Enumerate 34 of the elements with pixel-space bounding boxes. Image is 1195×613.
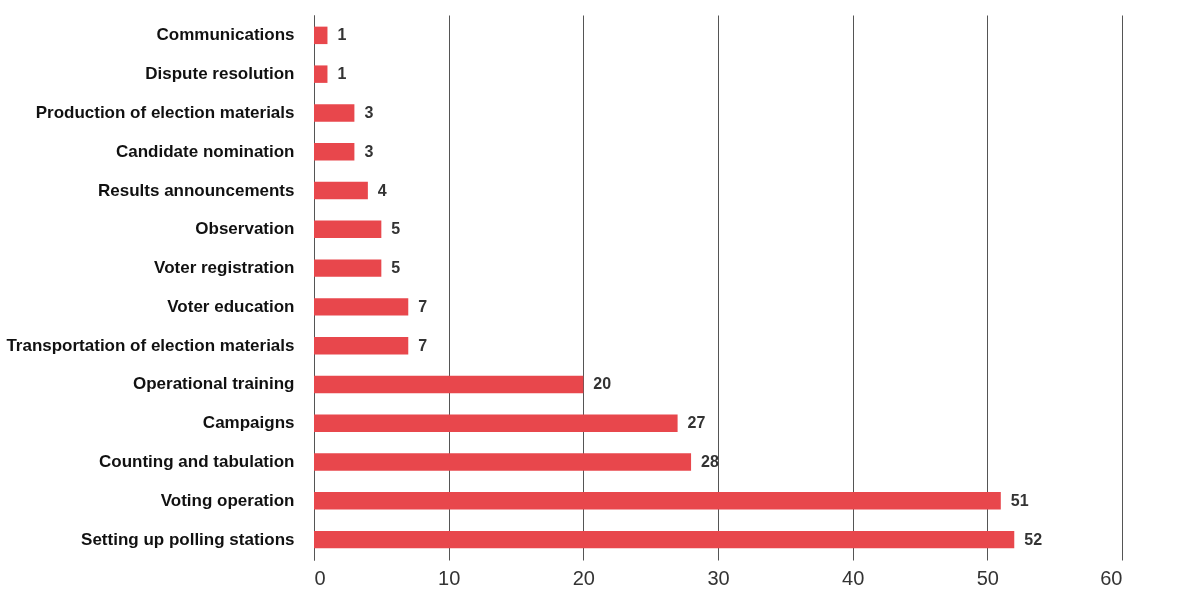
data-label: 5 xyxy=(391,220,401,238)
x-tick-label: 0 xyxy=(314,566,326,589)
y-tick-label: Dispute resolution xyxy=(145,64,295,84)
y-tick-label: Voter registration xyxy=(154,258,295,278)
y-tick-label: Voting operation xyxy=(160,490,295,510)
x-tick-label: 60 xyxy=(1100,566,1123,589)
data-label: 20 xyxy=(593,375,612,393)
x-tick-label: 30 xyxy=(707,566,730,589)
y-tick-label: Production of election materials xyxy=(35,102,295,122)
y-tick-label: Transportation of election materials xyxy=(6,335,295,355)
data-label: 3 xyxy=(364,103,374,121)
y-tick-label: Results announcements xyxy=(98,180,295,200)
x-tick-label: 40 xyxy=(842,566,865,589)
y-tick-label: Voter education xyxy=(167,296,295,316)
data-label: 4 xyxy=(377,181,387,199)
data-label: 27 xyxy=(687,414,706,432)
data-label: 5 xyxy=(391,259,401,277)
data-label: 3 xyxy=(364,142,374,160)
x-tick-label: 20 xyxy=(572,566,595,589)
y-tick-label: Campaigns xyxy=(202,413,295,433)
y-tick-label: Observation xyxy=(195,219,295,239)
data-label: 52 xyxy=(1024,530,1043,548)
data-label: 1 xyxy=(337,65,347,83)
y-tick-label: Operational training xyxy=(132,374,295,394)
y-tick-label: Counting and tabulation xyxy=(99,452,295,472)
data-label: 7 xyxy=(418,297,428,315)
data-label: 7 xyxy=(418,336,428,354)
y-tick-label: Communications xyxy=(156,25,295,45)
data-label: 1 xyxy=(337,26,347,44)
x-tick-label: 50 xyxy=(976,566,999,589)
y-tick-label: Setting up polling stations xyxy=(81,529,295,549)
y-tick-label: Candidate nomination xyxy=(116,141,295,161)
x-tick-label: 10 xyxy=(438,566,461,589)
data-label: 51 xyxy=(1010,491,1029,509)
